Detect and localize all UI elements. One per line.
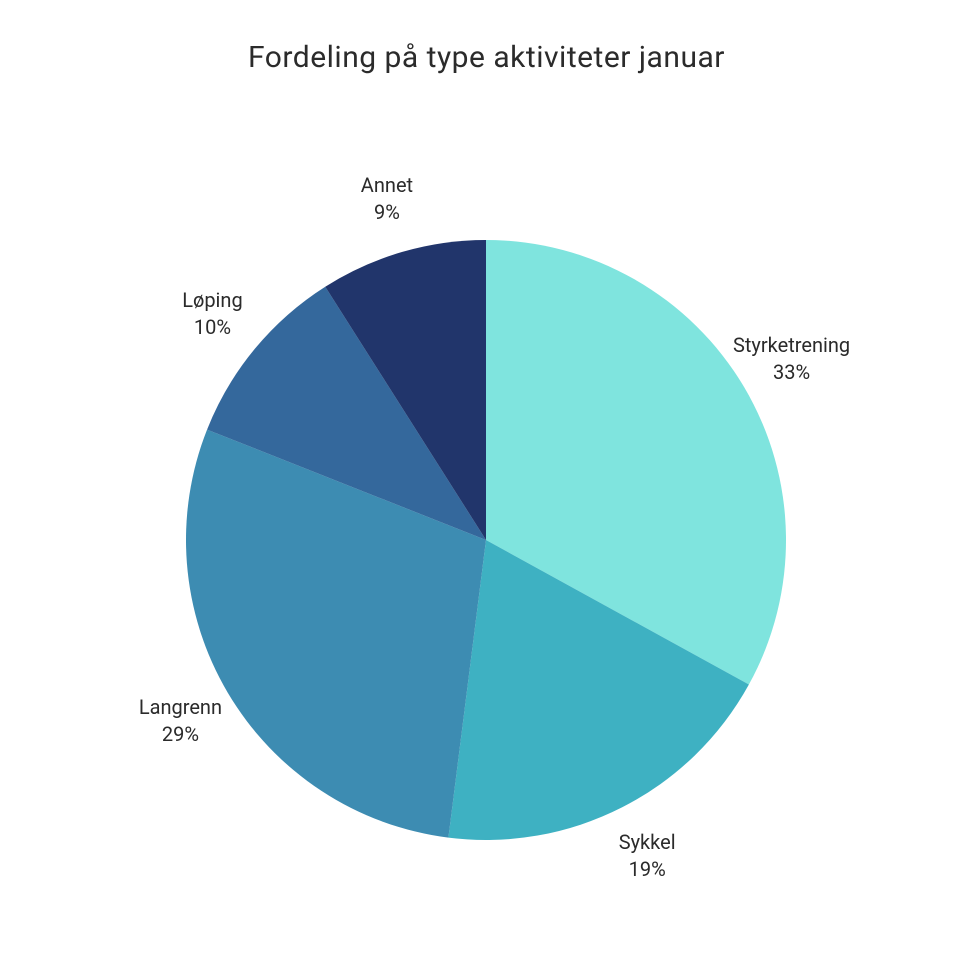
slice-label-name: Annet xyxy=(361,172,413,199)
slice-label-name: Langrenn xyxy=(139,694,222,721)
slice-label-percent: 10% xyxy=(182,314,242,341)
slice-label-name: Løping xyxy=(182,287,242,314)
slice-label: Løping10% xyxy=(182,287,242,341)
slice-label-name: Styrketrening xyxy=(733,332,850,359)
pie-chart-container: Fordeling på type aktiviteter januar Sty… xyxy=(0,0,973,973)
slice-label: Sykkel19% xyxy=(619,829,676,883)
slice-label: Styrketrening33% xyxy=(733,332,850,386)
slice-label-percent: 19% xyxy=(619,856,676,883)
slice-label: Langrenn29% xyxy=(139,694,222,748)
slice-label: Annet9% xyxy=(361,172,413,226)
slice-label-percent: 33% xyxy=(733,359,850,386)
slice-label-percent: 29% xyxy=(139,721,222,748)
pie-svg xyxy=(0,0,973,973)
slice-label-name: Sykkel xyxy=(619,829,676,856)
slice-label-percent: 9% xyxy=(361,199,413,226)
